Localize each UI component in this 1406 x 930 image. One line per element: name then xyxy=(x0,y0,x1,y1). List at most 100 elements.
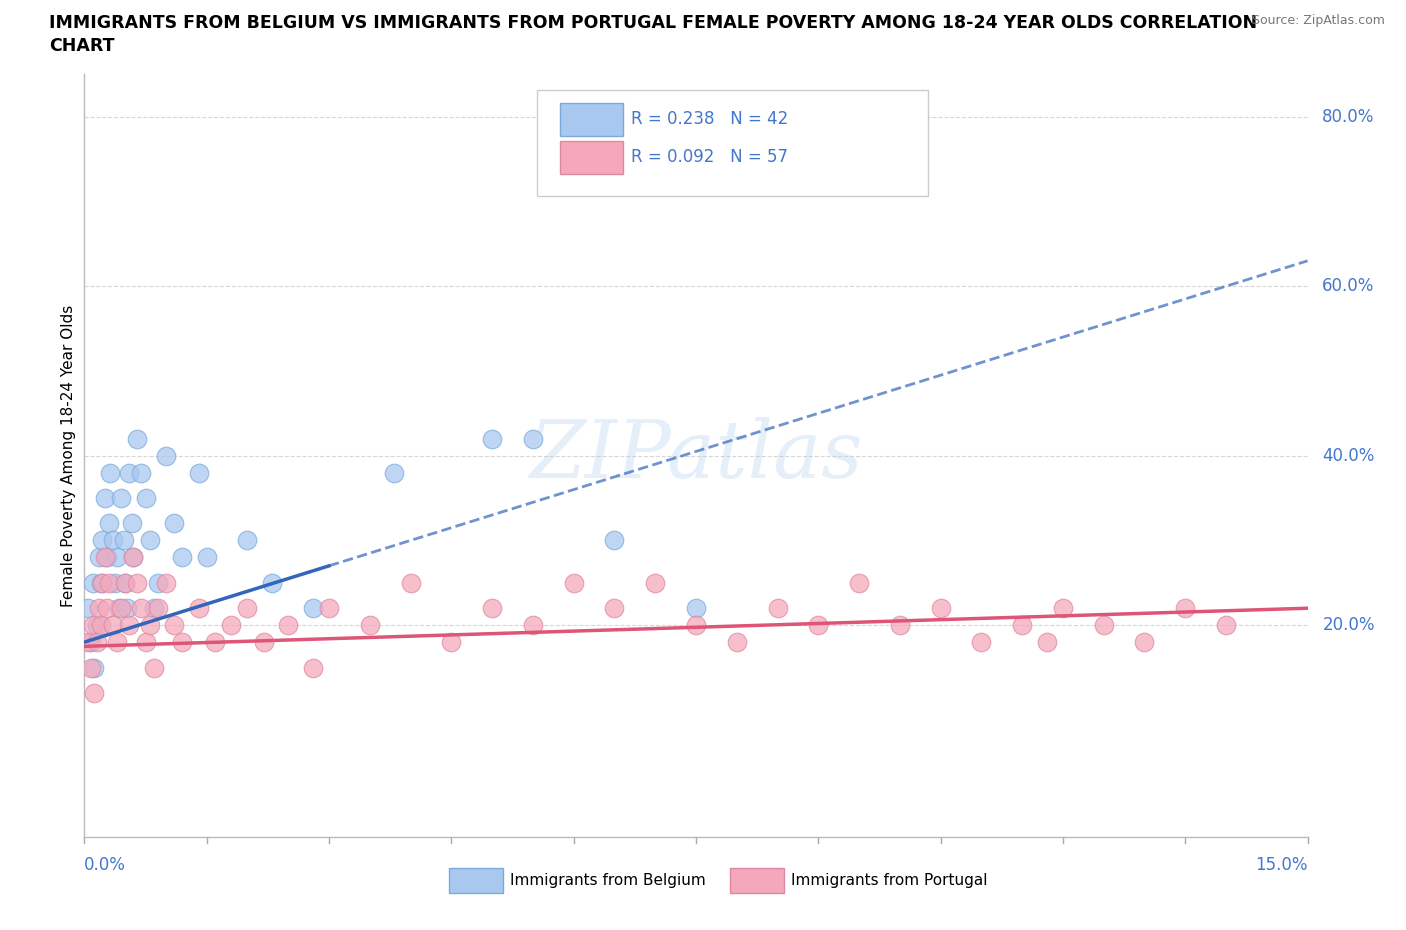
Point xyxy=(1133,634,1156,649)
Point xyxy=(318,601,340,616)
Point xyxy=(219,618,242,632)
Point xyxy=(889,618,911,632)
Point xyxy=(970,634,993,649)
Point xyxy=(127,432,149,446)
Point xyxy=(90,618,112,632)
Point xyxy=(82,576,104,591)
Point xyxy=(481,601,503,616)
Text: 0.0%: 0.0% xyxy=(84,857,127,874)
Point xyxy=(929,601,952,616)
Point xyxy=(87,601,110,616)
Text: 80.0%: 80.0% xyxy=(1322,108,1375,126)
Point xyxy=(91,576,114,591)
Point xyxy=(86,618,108,632)
Text: 15.0%: 15.0% xyxy=(1256,857,1308,874)
Point xyxy=(146,576,169,591)
Point xyxy=(562,576,585,591)
Point xyxy=(122,550,145,565)
Text: 40.0%: 40.0% xyxy=(1322,446,1375,465)
Point xyxy=(301,660,323,675)
Point xyxy=(110,601,132,616)
Point xyxy=(115,601,138,616)
Point xyxy=(1092,618,1115,632)
Text: R = 0.238   N = 42: R = 0.238 N = 42 xyxy=(631,110,789,127)
Point xyxy=(644,576,666,591)
Point xyxy=(101,533,124,548)
Point xyxy=(236,601,259,616)
Point xyxy=(86,634,108,649)
Point xyxy=(82,618,104,632)
Point xyxy=(807,618,830,632)
Point xyxy=(100,465,122,480)
Point xyxy=(93,491,115,506)
Point xyxy=(155,576,177,591)
Point xyxy=(253,634,276,649)
Text: CHART: CHART xyxy=(49,37,115,55)
Point xyxy=(101,618,124,632)
Point xyxy=(522,618,544,632)
Point xyxy=(138,618,160,632)
Point xyxy=(118,465,141,480)
Point xyxy=(685,618,707,632)
Point xyxy=(131,465,153,480)
Point xyxy=(90,576,112,591)
Point xyxy=(603,533,626,548)
Point xyxy=(118,618,141,632)
Point xyxy=(146,601,169,616)
Text: Immigrants from Belgium: Immigrants from Belgium xyxy=(510,873,706,888)
Point xyxy=(131,601,153,616)
Point xyxy=(135,491,157,506)
Point xyxy=(105,550,128,565)
Point xyxy=(110,491,132,506)
Text: ZIPatlas: ZIPatlas xyxy=(529,417,863,495)
Point xyxy=(440,634,463,649)
Text: 60.0%: 60.0% xyxy=(1322,277,1375,295)
Point xyxy=(481,432,503,446)
Point xyxy=(766,601,789,616)
FancyBboxPatch shape xyxy=(449,868,503,894)
Point xyxy=(187,465,209,480)
Point xyxy=(277,618,299,632)
Point xyxy=(1215,618,1237,632)
Point xyxy=(1174,601,1197,616)
Point xyxy=(127,576,149,591)
Point xyxy=(83,685,105,700)
Point xyxy=(382,465,405,480)
Y-axis label: Female Poverty Among 18-24 Year Olds: Female Poverty Among 18-24 Year Olds xyxy=(60,305,76,607)
Point xyxy=(121,516,143,531)
Point xyxy=(122,550,145,565)
Point xyxy=(260,576,283,591)
FancyBboxPatch shape xyxy=(560,102,623,136)
Point xyxy=(359,618,381,632)
Point xyxy=(77,634,100,649)
Point xyxy=(87,550,110,565)
Point xyxy=(135,634,157,649)
Point xyxy=(603,601,626,616)
Point xyxy=(301,601,323,616)
Point xyxy=(172,550,194,565)
Point xyxy=(725,634,748,649)
Point xyxy=(104,576,127,591)
Point xyxy=(77,601,100,616)
Point xyxy=(80,634,103,649)
Point xyxy=(204,634,226,649)
Point xyxy=(142,660,165,675)
Point xyxy=(522,432,544,446)
Point xyxy=(97,576,120,591)
FancyBboxPatch shape xyxy=(560,140,623,174)
FancyBboxPatch shape xyxy=(730,868,785,894)
Point xyxy=(114,576,136,591)
Point xyxy=(107,601,129,616)
Point xyxy=(96,550,118,565)
Point xyxy=(848,576,870,591)
Point xyxy=(1052,601,1074,616)
Point xyxy=(105,634,128,649)
Point xyxy=(80,660,103,675)
Point xyxy=(91,533,114,548)
Point xyxy=(155,448,177,463)
Point xyxy=(195,550,218,565)
Text: Source: ZipAtlas.com: Source: ZipAtlas.com xyxy=(1251,14,1385,27)
Point xyxy=(685,601,707,616)
Point xyxy=(1011,618,1033,632)
Point xyxy=(172,634,194,649)
